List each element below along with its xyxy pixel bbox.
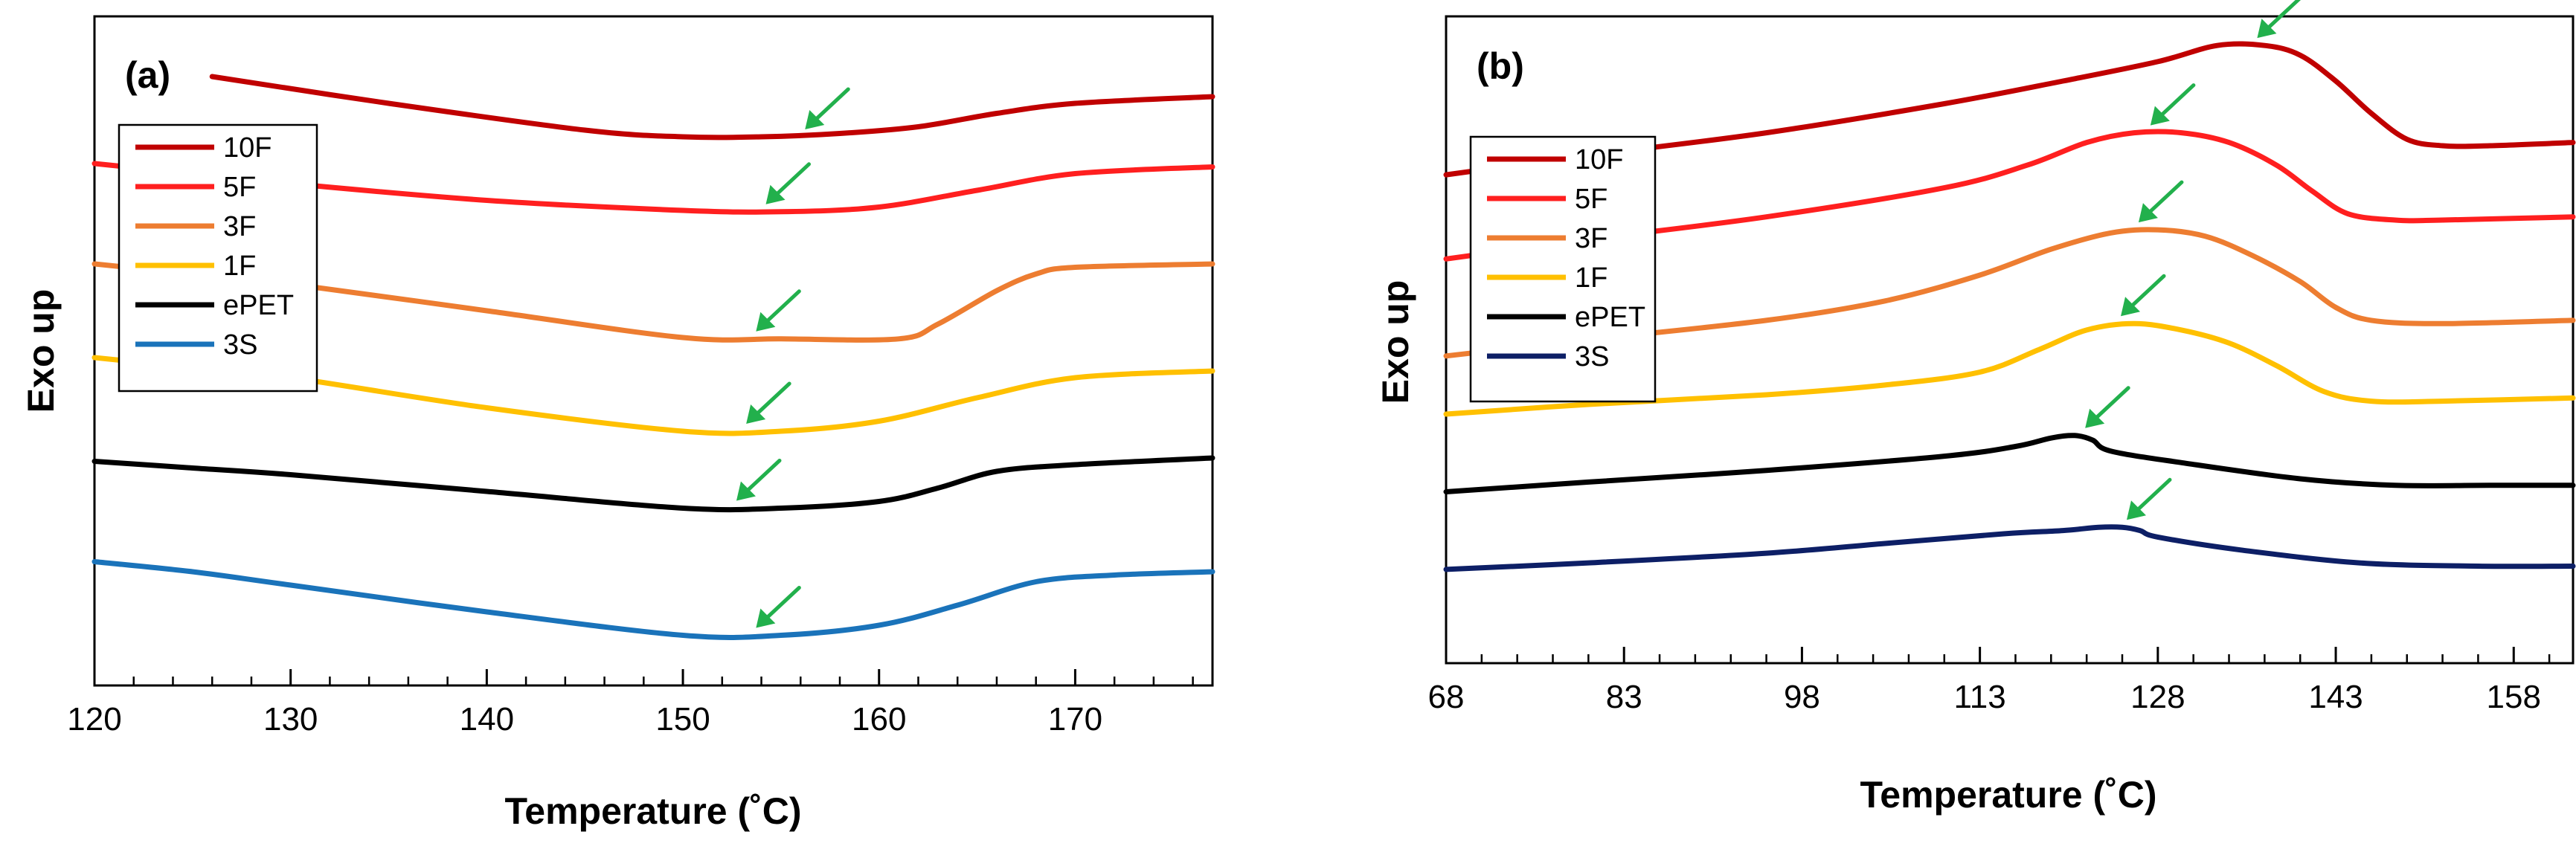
- legend-item-3F: 3F: [135, 211, 256, 242]
- legend-item-10F: 10F: [1487, 144, 1623, 175]
- y-axis-title-a: Exo up: [20, 289, 62, 413]
- x-tick-label: 98: [1784, 679, 1820, 715]
- panel-label-b: (b): [1477, 45, 1524, 87]
- series-line-1F: [1443, 320, 2576, 417]
- arrow-marker: [2138, 180, 2184, 223]
- legend-label: ePET: [223, 290, 294, 321]
- chart-panel-b: 68 83 98 113 128 143 158 (b) Temperature (˚C) …: [1375, 0, 2576, 816]
- chart-panel-a: 120 130 140 150 160 170 (a) Temperature (˚C) …: [20, 15, 1215, 832]
- legend-label: 5F: [223, 172, 256, 203]
- legend-item-3S: 3S: [1487, 341, 1609, 372]
- legend-item-3S: 3S: [135, 329, 257, 361]
- arrow-marker: [2121, 274, 2166, 317]
- arrow-marker: [2127, 477, 2172, 520]
- x-axis-b: 68 83 98 113 128 143 158: [1428, 647, 2551, 715]
- series-line-3S: [91, 559, 1215, 640]
- legend-item-ePET: ePET: [135, 290, 294, 321]
- series-line-10F: [1443, 41, 2576, 178]
- series-line-ePET: [91, 455, 1215, 513]
- plot-area-a: [93, 15, 1214, 687]
- legend-a: 10F 5F 3F 1F ePET 3S: [118, 123, 318, 393]
- legend-label: 1F: [1575, 262, 1607, 294]
- series-line-5F: [1443, 129, 2576, 262]
- legend-label: 3F: [1575, 223, 1607, 254]
- legend-label: 3S: [223, 329, 257, 361]
- x-axis-title-a: Temperature (˚C): [504, 790, 801, 832]
- x-tick-label: 68: [1428, 679, 1465, 715]
- x-tick-label: 83: [1606, 679, 1642, 715]
- legend-item-3F: 3F: [1487, 223, 1607, 254]
- arrow-marker: [765, 162, 812, 204]
- legend-item-1F: 1F: [1487, 262, 1607, 294]
- series-line-ePET: [1443, 433, 2576, 494]
- x-axis-a: 120 130 140 150 160 170: [67, 669, 1194, 738]
- x-tick-label: 130: [263, 701, 318, 738]
- panel-label-a: (a): [125, 54, 170, 96]
- x-tick-label: 140: [460, 701, 514, 738]
- series-line-3S: [1443, 524, 2576, 572]
- arrow-marker: [746, 381, 791, 424]
- legend-item-10F: 10F: [135, 132, 272, 164]
- x-tick-label: 143: [2308, 679, 2363, 715]
- legend-label: 5F: [1575, 184, 1607, 215]
- plot-area-b: [1445, 15, 2575, 665]
- arrow-marker: [805, 87, 850, 129]
- legend-label: ePET: [1575, 302, 1645, 333]
- x-tick-label: 160: [852, 701, 906, 738]
- x-tick-label: 120: [67, 701, 121, 738]
- legend-label: 1F: [223, 251, 256, 282]
- legend-label: 3S: [1575, 341, 1609, 372]
- legend-item-1F: 1F: [135, 251, 256, 282]
- series-group-b: [1443, 41, 2576, 572]
- legend-label: 10F: [223, 132, 272, 164]
- arrow-marker: [2085, 386, 2130, 428]
- legend-item-ePET: ePET: [1487, 302, 1645, 333]
- x-tick-label: 150: [655, 701, 710, 738]
- legend-box: [118, 123, 318, 393]
- y-axis-title-b: Exo up: [1375, 280, 1416, 404]
- arrow-marker: [2257, 0, 2302, 39]
- legend-box: [1469, 135, 1657, 403]
- x-tick-label: 128: [2130, 679, 2185, 715]
- legend-item-5F: 5F: [135, 172, 256, 203]
- arrow-marker: [2150, 83, 2196, 126]
- legend-label: 3F: [223, 211, 256, 242]
- x-axis-title-b: Temperature (˚C): [1860, 774, 2156, 816]
- series-line-3F: [1443, 227, 2576, 359]
- legend-label: 10F: [1575, 144, 1623, 175]
- legend-b: 10F 5F 3F 1F ePET 3S: [1469, 135, 1657, 403]
- legend-item-5F: 5F: [1487, 184, 1607, 215]
- arrow-marker: [756, 586, 801, 628]
- arrow-markers-a: [736, 87, 850, 628]
- arrow-marker: [756, 289, 801, 332]
- arrow-markers-b: [2085, 0, 2302, 520]
- x-tick-label: 113: [1954, 679, 2006, 715]
- series-line-10F: [209, 74, 1215, 141]
- x-tick-label: 170: [1048, 701, 1102, 738]
- arrow-marker: [736, 459, 782, 501]
- x-tick-label: 158: [2487, 679, 2541, 715]
